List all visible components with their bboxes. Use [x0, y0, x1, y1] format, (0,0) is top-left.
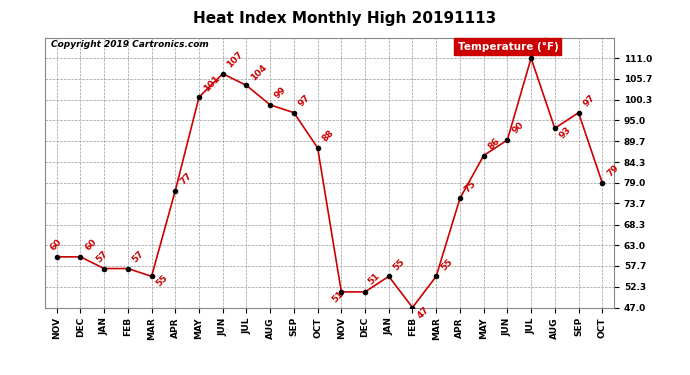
- Text: 55: 55: [155, 274, 170, 289]
- Text: 111: 111: [534, 34, 553, 54]
- Text: 107: 107: [226, 50, 245, 70]
- Text: 101: 101: [201, 74, 221, 93]
- Text: Copyright 2019 Cartronics.com: Copyright 2019 Cartronics.com: [50, 40, 208, 49]
- Text: 88: 88: [320, 128, 335, 144]
- Text: 51: 51: [331, 289, 346, 304]
- Text: 60: 60: [48, 238, 63, 253]
- Text: 79: 79: [605, 163, 620, 178]
- Text: 104: 104: [249, 63, 269, 82]
- Text: 97: 97: [297, 93, 312, 108]
- Text: 93: 93: [558, 126, 573, 141]
- Text: 47: 47: [415, 304, 431, 320]
- Text: 97: 97: [581, 93, 597, 108]
- Text: 57: 57: [130, 249, 146, 264]
- Text: 51: 51: [366, 271, 382, 286]
- Text: 75: 75: [463, 179, 478, 194]
- Text: 77: 77: [178, 171, 193, 186]
- Text: 99: 99: [273, 86, 288, 101]
- Text: 90: 90: [510, 121, 525, 136]
- Text: Heat Index Monthly High 20191113: Heat Index Monthly High 20191113: [193, 11, 497, 26]
- Text: 57: 57: [95, 249, 110, 264]
- Text: Temperature (°F): Temperature (°F): [457, 42, 558, 52]
- Text: 86: 86: [486, 136, 502, 152]
- Text: 60: 60: [83, 238, 98, 253]
- Text: 55: 55: [439, 257, 454, 272]
- Text: 55: 55: [391, 257, 406, 272]
